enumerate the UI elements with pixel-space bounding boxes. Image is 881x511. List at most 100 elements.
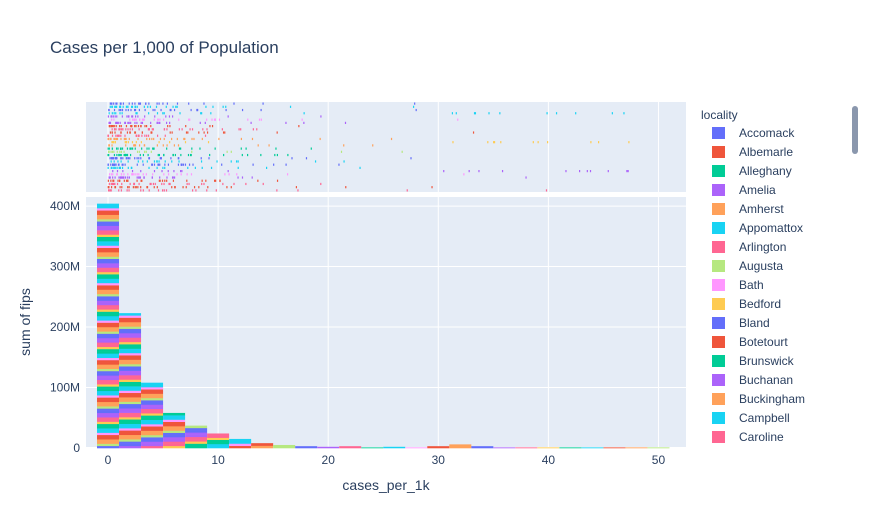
bar-segment <box>251 443 274 446</box>
bar-segment <box>119 399 142 402</box>
bar-segment <box>97 340 120 343</box>
bar-segment <box>97 390 120 394</box>
bar-segment <box>97 351 120 354</box>
legend-item[interactable]: Amelia <box>712 183 776 197</box>
legend-item[interactable]: Bland <box>712 316 770 330</box>
legend-item[interactable]: Brunswick <box>712 354 795 368</box>
bar-segment <box>119 425 142 429</box>
bar-segment <box>119 408 142 411</box>
legend-item[interactable]: Arlington <box>712 240 786 254</box>
histogram-bar <box>229 438 252 449</box>
legend-swatch <box>712 241 725 253</box>
legend-item[interactable]: Buchanan <box>712 373 793 387</box>
bar-segment <box>119 337 142 340</box>
histogram-bar <box>273 444 296 449</box>
bar-segment <box>97 287 120 290</box>
histogram-bar <box>449 444 472 449</box>
bar-segment <box>119 346 142 349</box>
bar-segment <box>119 439 142 442</box>
legend-label: Amherst <box>739 202 784 216</box>
histogram-bar <box>559 447 582 449</box>
bar-segment <box>97 414 120 418</box>
legend-item[interactable]: Alleghany <box>712 164 792 178</box>
bar-segment <box>163 421 186 425</box>
rug-marks <box>107 102 630 192</box>
bar-segment <box>339 446 362 449</box>
legend-swatch <box>712 298 725 310</box>
bar-segment <box>97 307 120 310</box>
bar-segment <box>207 441 230 445</box>
legend-item[interactable]: Caroline <box>712 430 784 444</box>
bar-segment <box>97 216 120 220</box>
bar-segment <box>119 328 142 332</box>
bar-segment <box>317 446 340 449</box>
bar-segment <box>119 372 142 376</box>
bar-segment <box>449 446 472 449</box>
legend-item[interactable]: Amherst <box>712 202 784 216</box>
bar-segment <box>97 342 120 345</box>
legend-swatch <box>712 336 725 348</box>
bar-segment <box>163 445 186 449</box>
bar-segment <box>97 403 120 407</box>
histogram-bar <box>207 433 230 449</box>
bar-segment <box>493 447 516 449</box>
y-tick-label: 200M <box>50 320 80 334</box>
bar-segment <box>119 363 142 367</box>
bar-segment <box>97 428 120 431</box>
legend-item[interactable]: Bath <box>712 278 764 292</box>
y-axis-ticks: 0 100M 200M 300M 400M <box>50 199 80 455</box>
bar-segment <box>119 394 142 398</box>
bar-segment <box>383 446 406 449</box>
x-tick-label: 0 <box>105 453 112 467</box>
legend-scrollbar[interactable] <box>852 106 858 154</box>
rug-plot-area <box>86 102 686 192</box>
bar-segment <box>97 417 120 420</box>
bar-segment <box>141 413 164 416</box>
bar-segment <box>141 441 164 444</box>
bar-segment <box>141 391 164 394</box>
bar-segment <box>97 399 120 403</box>
bar-segment <box>295 446 318 449</box>
bar-segment <box>207 445 230 449</box>
legend: locality Accomack Albemarle Alleghany Ameli… <box>701 106 858 444</box>
bar-segment <box>185 439 208 442</box>
legend-item[interactable]: Accomack <box>712 126 795 140</box>
y-tick-label: 100M <box>50 381 80 395</box>
bar-segment <box>119 443 142 447</box>
bar-segment <box>141 432 164 436</box>
bar-segment <box>97 298 120 301</box>
bar-segment <box>185 436 208 440</box>
histogram-bar <box>119 313 142 449</box>
bar-segment <box>97 311 120 315</box>
bar-segment <box>625 447 648 449</box>
bar-segment <box>119 359 142 363</box>
x-tick-label: 30 <box>432 453 446 467</box>
bar-segment <box>141 382 164 386</box>
legend-swatch <box>712 412 725 424</box>
bar-segment <box>119 324 142 327</box>
bar-segment <box>207 437 230 441</box>
bar-segment <box>97 353 120 356</box>
legend-item[interactable]: Botetourt <box>712 335 788 349</box>
bar-segment <box>141 417 164 420</box>
legend-item[interactable]: Bedford <box>712 297 781 311</box>
bar-segment <box>207 433 230 436</box>
bar-segment <box>185 445 208 449</box>
bar-segment <box>427 446 450 449</box>
bar-segment <box>97 355 120 359</box>
bar-segment <box>97 293 120 297</box>
bar-segment <box>97 291 120 295</box>
bar-segment <box>97 408 120 411</box>
legend-item[interactable]: Campbell <box>712 411 790 425</box>
bar-segment <box>119 434 142 438</box>
legend-label: Caroline <box>739 430 784 444</box>
bar-segment <box>119 403 142 407</box>
legend-item[interactable]: Buckingham <box>712 392 805 406</box>
bar-segment <box>97 388 120 392</box>
bar-segment <box>207 443 230 447</box>
legend-label: Augusta <box>739 259 783 273</box>
legend-item[interactable]: Appomattox <box>712 221 803 235</box>
bar-segment <box>141 415 164 418</box>
legend-item[interactable]: Augusta <box>712 259 783 273</box>
legend-item[interactable]: Albemarle <box>712 145 793 159</box>
